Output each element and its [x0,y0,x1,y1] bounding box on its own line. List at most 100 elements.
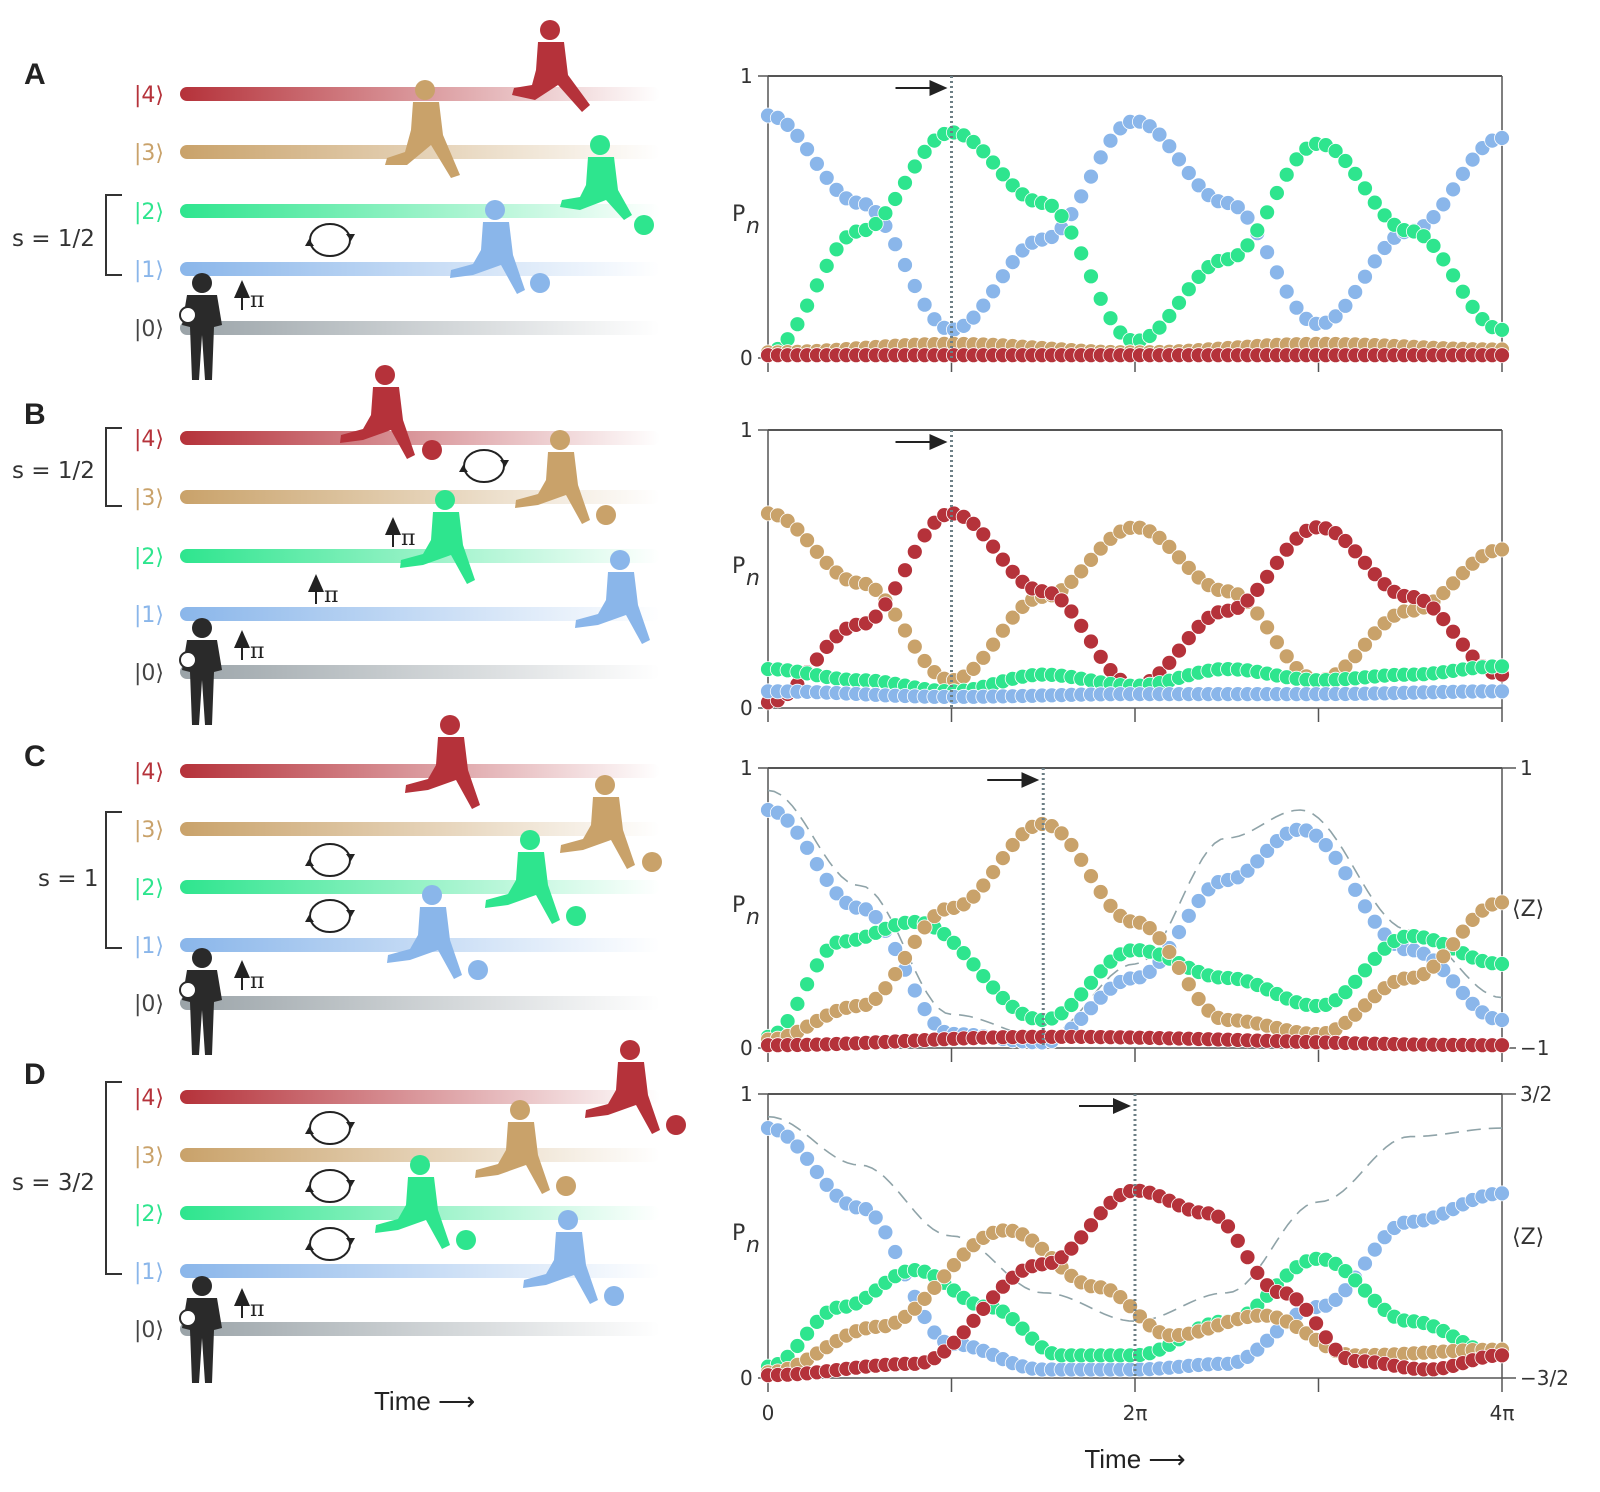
data-point [1347,284,1364,300]
data-point [1445,575,1461,592]
data-point [1366,1241,1383,1258]
data-point [809,1314,825,1330]
data-point [1249,1265,1266,1281]
ball [468,960,488,980]
data-point [1425,209,1442,226]
data-point [1004,837,1021,853]
data-point [1308,827,1324,844]
data-point [906,543,923,560]
level-bar-1 [180,1264,660,1278]
series-2 [760,658,1510,700]
data-point [1092,540,1109,557]
ket-0: |0⟩ [134,317,164,342]
ket-1: |1⟩ [134,603,164,628]
level-bar-3 [180,490,660,504]
data-point [916,1001,933,1017]
data-point [906,934,923,950]
panel-letter-d: D [24,1058,46,1091]
data-point [887,966,904,982]
data-point [926,1280,943,1296]
data-point [799,1150,815,1167]
data-point [1435,611,1452,627]
data-point [1259,568,1275,585]
data-point [1043,197,1060,214]
data-point [1337,533,1354,549]
data-point [828,241,845,258]
data-point [799,839,815,856]
data-point [1180,976,1197,993]
data-point [1288,299,1305,316]
data-point [1494,130,1510,146]
data-point [1229,199,1246,216]
exchange-icon [305,899,355,933]
data-point [1083,974,1099,991]
data-point [906,982,923,999]
data-point [1083,268,1099,285]
data-point [1455,636,1471,653]
ket-0: |0⟩ [134,992,164,1017]
ball [556,1176,576,1196]
data-point [887,191,904,207]
level-bar-0 [180,996,660,1010]
panel-c-levels: |4⟩ |3⟩ |2⟩ |1⟩ |0⟩ s = 1 π [38,715,662,1055]
plots: 0 1 P n 0 1 P n 0 1 P n 1 −1 ⟨Z⟩ 0 1 P n 3/2 −3/2 ⟨Z⟩ 0 2π 4π Tim… [732,64,1569,1474]
y-tick-label: 1 [740,1082,753,1106]
data-point [1014,1320,1031,1337]
panel-letter-b: B [24,398,46,431]
data-point [1171,294,1187,311]
data-point [818,1176,835,1193]
data-point [995,551,1011,568]
data-point [1249,605,1266,622]
data-point [1347,1006,1364,1023]
data-point [1337,297,1354,314]
ket-3: |3⟩ [134,486,164,511]
data-point [1259,843,1275,859]
data-point [1435,196,1452,213]
data-point [897,257,913,273]
data-point [1455,985,1471,1001]
data-point [818,257,835,274]
data-point [1298,1301,1315,1318]
spin-bracket [105,194,122,276]
ket-4: |4⟩ [134,760,164,785]
ball [422,440,442,460]
data-point [1366,194,1383,211]
y-axis-label-sub: n [746,566,760,591]
level-bar-2 [180,204,660,218]
ball [456,1230,476,1250]
data-point [995,850,1011,866]
data-point [1239,1249,1256,1266]
right-tick-label: 1 [1520,756,1533,780]
level-bar-1 [180,262,660,276]
data-point [809,543,825,560]
data-point [1435,948,1452,965]
x-tick-label: 2π [1123,1401,1148,1425]
data-point [1357,268,1373,285]
data-point [1464,298,1481,315]
data-point [946,1257,962,1273]
data-point [1269,185,1285,201]
data-point [887,580,904,597]
runner-figure [340,365,415,459]
data-point [1229,247,1246,264]
right-axis-label: ⟨Z⟩ [1512,1225,1544,1250]
series-3 [760,683,1510,705]
data-point [1347,1272,1364,1289]
data-point [1445,181,1461,198]
data-point [916,1291,933,1307]
data-point [985,538,1001,555]
data-point [1083,168,1099,185]
data-point [975,649,992,666]
data-point [1190,177,1207,194]
data-point [1494,541,1510,558]
data-point [1415,228,1432,245]
data-point [789,521,806,538]
ket-0: |0⟩ [134,1318,164,1343]
data-point [1278,541,1295,558]
data-point [1180,630,1197,646]
data-point [1464,151,1481,168]
ket-2: |2⟩ [134,1202,164,1227]
pulse-label: π [250,639,264,664]
data-point [1171,642,1187,659]
right-tick-label: −1 [1520,1036,1549,1060]
